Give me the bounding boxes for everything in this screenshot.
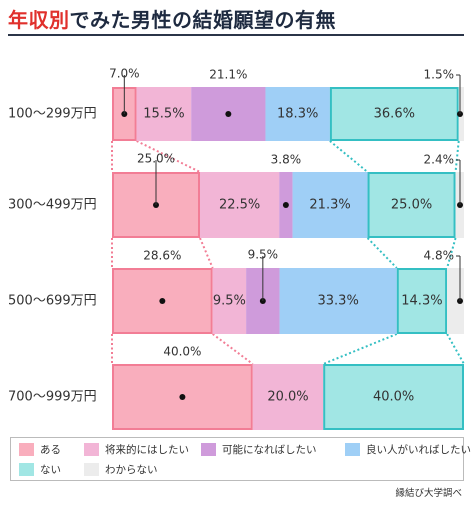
legend-label: わからない [105, 464, 158, 476]
bar-segment [279, 268, 397, 334]
legend-item: 可能になればしたい [201, 442, 317, 457]
data-label: 25.0% [391, 198, 432, 213]
legend-label: ない [40, 464, 61, 476]
data-label: 20.0% [267, 390, 308, 405]
category-label-1: 300〜499万円 [8, 198, 97, 213]
legend-item: ない [19, 462, 61, 477]
data-label: 40.0% [163, 345, 201, 359]
data-label: 33.3% [318, 294, 359, 309]
data-label: 9.5% [248, 248, 279, 262]
legend-swatch [345, 443, 360, 456]
data-label: 2.4% [424, 153, 455, 167]
bar-segment [367, 172, 456, 238]
chart-title-accent: 年収別 [8, 8, 70, 32]
legend-swatch [201, 443, 216, 456]
bar-segment [329, 87, 459, 141]
category-label-0: 100〜299万円 [8, 107, 97, 122]
legend-label: 可能になればしたい [222, 444, 317, 456]
bar-segment [112, 364, 253, 430]
bar-segment [396, 268, 448, 334]
connector-line-ない [329, 140, 369, 173]
connector-line-ない [366, 237, 398, 269]
data-label: 14.3% [401, 294, 442, 309]
title-underline [8, 34, 464, 36]
bar-segment [265, 87, 330, 141]
data-label: 40.0% [373, 390, 414, 405]
data-label: 18.3% [277, 107, 318, 122]
data-label: 3.8% [271, 153, 302, 167]
data-label: 9.5% [213, 294, 246, 309]
connector-line-ない [446, 333, 465, 365]
legend-item: 将来的にはしたい [84, 442, 189, 457]
legend-label: 将来的にはしたい [105, 444, 189, 456]
callout-dot [179, 394, 186, 400]
legend: ある 将来的にはしたい 可能になればしたい 良い人がいればしたいない わからない [10, 437, 471, 481]
data-label: 21.1% [209, 68, 247, 82]
bar-segment [200, 172, 280, 238]
connector-line-ある [136, 140, 201, 173]
data-label: 25.0% [137, 152, 175, 166]
callout-dot [225, 111, 232, 117]
data-label: 7.0% [109, 67, 140, 81]
connector-line-ない [322, 333, 398, 365]
legend-swatch [84, 463, 99, 476]
chart-title: 年収別でみた男性の結婚願望の有無 [8, 4, 336, 33]
data-label: 1.5% [424, 68, 455, 82]
chart-title-rest: でみた男性の結婚願望の有無 [69, 8, 336, 32]
data-label: 21.3% [309, 198, 350, 213]
callout-dot [159, 298, 166, 304]
legend-item: ある [19, 442, 61, 457]
legend-label: 良い人がいればしたい [366, 444, 471, 456]
category-label-3: 700〜999万円 [8, 390, 97, 405]
data-label: 36.6% [374, 107, 415, 122]
legend-item: 良い人がいればしたい [345, 442, 471, 457]
connector-line-ない [454, 140, 460, 173]
legend-label: ある [40, 444, 61, 456]
category-label-2: 500〜699万円 [8, 294, 97, 309]
connector-line-ない [446, 237, 457, 269]
bar-segment [252, 364, 324, 430]
bar-segment [136, 87, 192, 141]
legend-swatch [19, 443, 34, 456]
data-label: 4.8% [424, 249, 455, 263]
legend-swatch [84, 443, 99, 456]
connector-line-ある [199, 237, 214, 269]
bar-segment [292, 172, 368, 238]
data-label: 15.5% [143, 107, 184, 122]
bar-segment [323, 364, 465, 430]
bar-segment [212, 268, 247, 334]
data-label: 28.6% [143, 249, 181, 263]
callout-dot [282, 202, 289, 208]
legend-swatch [19, 463, 34, 476]
stacked-bar-chart: 100〜299万円 300〜499万円 500〜699万円 700〜999万円 7.0%… [8, 67, 465, 430]
source-note: 縁結び大学調べ [395, 488, 462, 499]
legend-item: わからない [84, 462, 158, 477]
connector-line-ある [212, 333, 254, 365]
data-label: 22.5% [219, 198, 260, 213]
